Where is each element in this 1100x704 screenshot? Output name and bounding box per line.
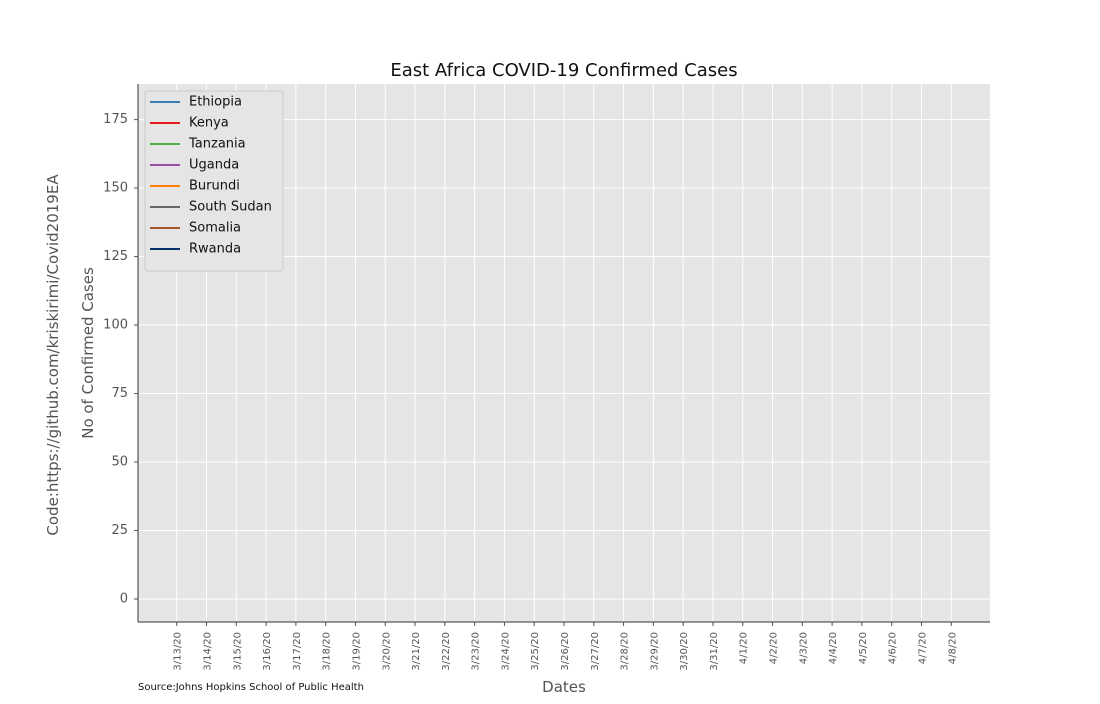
x-tick-label: 3/21/20 bbox=[411, 632, 422, 671]
x-tick-label: 4/1/20 bbox=[739, 632, 750, 664]
x-tick-label: 4/8/20 bbox=[947, 632, 958, 664]
x-tick-label: 3/24/20 bbox=[500, 632, 511, 671]
x-tick-label: 3/30/20 bbox=[679, 632, 690, 671]
legend-label: Tanzania bbox=[188, 137, 246, 152]
x-tick-label: 3/27/20 bbox=[590, 632, 601, 671]
x-tick-label: 3/22/20 bbox=[441, 632, 452, 671]
source-note: Source:Johns Hopkins School of Public He… bbox=[138, 682, 364, 693]
x-tick-label: 4/4/20 bbox=[828, 632, 839, 664]
x-tick-label: 3/16/20 bbox=[262, 632, 273, 671]
legend-label: South Sudan bbox=[189, 200, 272, 215]
y-tick-label: 50 bbox=[111, 455, 128, 470]
legend-label: Burundi bbox=[189, 179, 240, 194]
x-tick-label: 4/7/20 bbox=[917, 632, 928, 664]
x-axis-label: Dates bbox=[542, 678, 586, 696]
y-tick-label: 100 bbox=[103, 318, 128, 333]
legend-label: Ethiopia bbox=[189, 95, 242, 110]
y-tick-label: 175 bbox=[103, 112, 128, 127]
x-tick-label: 3/28/20 bbox=[620, 632, 631, 671]
x-tick-label: 3/26/20 bbox=[560, 632, 571, 671]
legend: Ethiopia Kenya Tanzania Uganda Burundi South … bbox=[144, 90, 284, 272]
x-tick-label: 3/17/20 bbox=[292, 632, 303, 671]
legend-label: Rwanda bbox=[189, 242, 241, 257]
legend-box bbox=[144, 90, 284, 272]
y-tick-label: 25 bbox=[111, 523, 128, 538]
x-tick-label: 3/18/20 bbox=[322, 632, 333, 671]
chart-title: East Africa COVID-19 Confirmed Cases bbox=[390, 60, 737, 81]
legend-label: Somalia bbox=[189, 221, 241, 236]
y-tick-label: 75 bbox=[111, 386, 128, 401]
x-tick-label: 3/31/20 bbox=[709, 632, 720, 671]
legend-label: Kenya bbox=[189, 116, 229, 131]
y-tick-label: 125 bbox=[103, 249, 128, 264]
x-tick-label: 3/14/20 bbox=[203, 632, 214, 671]
x-tick-label: 3/20/20 bbox=[381, 632, 392, 671]
code-note: Code:https://github.com/kriskirimi/Covid… bbox=[44, 174, 62, 536]
y-tick-label: 150 bbox=[103, 181, 128, 196]
y-tick-label: 0 bbox=[120, 591, 128, 606]
x-tick-label: 3/29/20 bbox=[649, 632, 660, 671]
x-tick-label: 3/25/20 bbox=[530, 632, 541, 671]
x-tick-label: 3/13/20 bbox=[173, 632, 184, 671]
x-tick-label: 4/6/20 bbox=[888, 632, 899, 664]
legend-label: Uganda bbox=[189, 158, 239, 173]
x-tick-label: 3/19/20 bbox=[351, 632, 362, 671]
y-axis-label: No of Confirmed Cases bbox=[79, 267, 97, 439]
x-tick-label: 4/2/20 bbox=[769, 632, 780, 664]
x-tick-label: 3/15/20 bbox=[232, 632, 243, 671]
x-tick-label: 3/23/20 bbox=[471, 632, 482, 671]
x-tick-label: 4/5/20 bbox=[858, 632, 869, 664]
x-tick-label: 4/3/20 bbox=[798, 632, 809, 664]
